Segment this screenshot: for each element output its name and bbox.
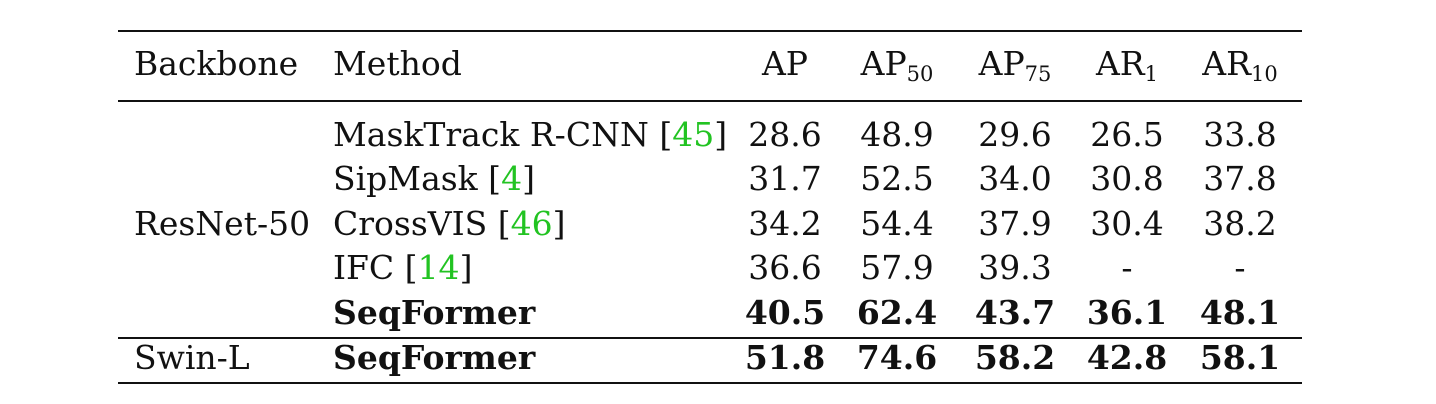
method-cell: SipMask [4] [333,159,535,198]
value-cell: 74.6 [856,338,938,377]
value-cell: 57.9 [860,248,934,287]
value-cell: 31.7 [748,159,822,198]
value-cell: - [1234,248,1246,287]
value-cell: 39.3 [978,248,1052,287]
backbone-resnet50: ResNet-50 [134,204,311,243]
value-cell: 34.0 [978,159,1052,198]
value-cell: 37.8 [1203,159,1277,198]
value-cell: 42.8 [1086,338,1168,377]
header-ap75: AP75 [978,44,1052,86]
value-cell: 43.7 [974,293,1056,332]
value-cell: 62.4 [856,293,938,332]
value-cell: 34.2 [748,204,822,243]
value-cell: 30.4 [1090,204,1164,243]
citation-link[interactable]: 14 [417,248,460,287]
value-cell: 48.1 [1199,293,1281,332]
value-cell: 58.1 [1199,338,1281,377]
value-cell: 36.6 [748,248,822,287]
backbone-swin-l: Swin-L [134,338,250,377]
method-cell: SeqFormer [333,293,536,332]
value-cell: 52.5 [860,159,934,198]
header-ap50: AP50 [860,44,934,86]
bottom-rule [118,382,1302,384]
value-cell: 33.8 [1203,115,1277,154]
value-cell: 37.9 [978,204,1052,243]
top-rule [118,30,1302,32]
value-cell: 54.4 [860,204,934,243]
value-cell: 30.8 [1090,159,1164,198]
value-cell: 38.2 [1203,204,1277,243]
value-cell: 58.2 [974,338,1056,377]
header-method: Method [333,44,462,83]
value-cell: 51.8 [744,338,826,377]
value-cell: 29.6 [978,115,1052,154]
group-rule [118,337,1302,339]
value-cell: 28.6 [748,115,822,154]
header-backbone: Backbone [134,44,299,83]
value-cell: 48.9 [860,115,934,154]
method-cell: CrossVIS [46] [333,204,566,243]
citation-link[interactable]: 45 [672,115,715,154]
header-rule [118,100,1302,102]
value-cell: 36.1 [1086,293,1168,332]
header-ar1: AR1 [1095,44,1159,86]
method-cell: MaskTrack R-CNN [45] [333,115,728,154]
value-cell: 40.5 [744,293,826,332]
value-cell: 26.5 [1090,115,1164,154]
citation-link[interactable]: 4 [501,159,523,198]
value-cell: - [1121,248,1133,287]
header-ap: AP [761,44,809,83]
method-cell: SeqFormer [333,338,536,377]
header-ar10: AR10 [1202,44,1278,86]
citation-link[interactable]: 46 [510,204,553,243]
method-cell: IFC [14] [333,248,473,287]
